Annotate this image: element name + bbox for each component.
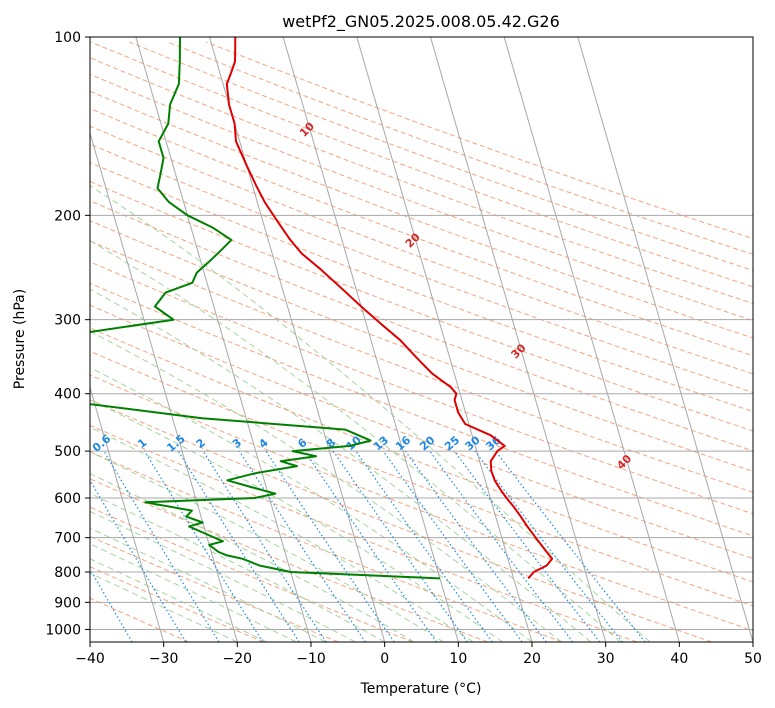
dry-adiabat-line [90, 374, 753, 632]
moist-adiabat-line [90, 527, 326, 642]
dry-adiabat-line [90, 261, 753, 515]
temperature-line [225, 37, 554, 580]
moist-adiabat-line [90, 473, 415, 642]
plot-frame [89, 36, 754, 643]
x-tick-label: −40 [75, 651, 105, 667]
isotherm-line [90, 131, 238, 642]
chart-title: wetPf2_GN05.2025.008.05.42.G26 [282, 12, 560, 32]
dry-adiabat-line [90, 451, 563, 642]
isotherm-line [90, 385, 165, 642]
x-tick-label: −20 [223, 651, 253, 667]
dry-adiabat-line [90, 57, 753, 305]
profile-series [90, 37, 554, 580]
dry-adiabat-line [90, 424, 638, 642]
dewpoint-line [90, 37, 440, 580]
moist-adiabat-line [90, 398, 503, 642]
mixing-ratio-line [429, 450, 574, 642]
y-tick-label: 200 [54, 208, 81, 224]
moist-adiabat-line [90, 240, 621, 642]
isotherm-line [209, 37, 386, 642]
dry-adiabat-line [90, 240, 753, 493]
y-tick-label: 900 [54, 595, 81, 611]
y-axis-label: Pressure (hPa) [12, 289, 28, 389]
y-tick-label: 600 [54, 491, 81, 507]
moist-adiabat-line [90, 185, 651, 642]
mixing-ratio-lines [90, 450, 646, 642]
x-axis-label: Temperature (°C) [360, 681, 482, 697]
y-tick-label: 1000 [45, 622, 81, 638]
isobar-gridlines [90, 37, 753, 630]
moist-adiabat-line [90, 510, 356, 642]
mixing-ratio-line [103, 450, 220, 642]
moist-adiabats [90, 185, 651, 642]
isotherm-line [577, 37, 753, 642]
mixing-ratio-line [404, 450, 547, 642]
x-tick-label: 0 [380, 651, 389, 667]
y-tick-label: 400 [54, 387, 81, 403]
x-tick-label: 30 [597, 651, 615, 667]
mixing-ratio-line [382, 450, 523, 642]
mixing-ratio-line [265, 450, 395, 642]
dry-adiabat-line [90, 200, 753, 452]
moist-adiabat-line [90, 367, 533, 642]
y-tick-label: 800 [54, 565, 81, 581]
y-tick-label: 500 [54, 444, 81, 460]
dry-adiabat-line [90, 478, 488, 642]
isotherm-line [282, 37, 459, 642]
mixing-ratio-line [177, 450, 300, 642]
x-axis-ticks: −40 −30 −20 −10 0 10 20 30 40 50 [75, 642, 762, 667]
isotherm-line [503, 37, 680, 642]
isotherm-line [135, 37, 312, 642]
dry-adiabat-line [90, 399, 712, 642]
x-tick-label: 20 [523, 651, 541, 667]
mixing-ratio-line [143, 450, 264, 642]
dry-adiabat-line [90, 350, 753, 607]
mixing-ratio-line [355, 450, 493, 642]
y-tick-label: 700 [54, 531, 81, 547]
mixing-ratio-line [202, 450, 327, 642]
y-axis-ticks: 100 200 300 400 500 600 700 800 900 1000 [45, 30, 90, 638]
dry-adiabat-line [90, 282, 753, 537]
isotherm-line [356, 37, 533, 642]
x-tick-label: −30 [149, 651, 179, 667]
isotherm-gridlines [90, 37, 753, 642]
x-tick-label: 10 [449, 651, 467, 667]
x-tick-label: −10 [296, 651, 326, 667]
mixing-ratio-line [304, 450, 437, 642]
x-tick-label: 40 [670, 651, 688, 667]
x-tick-label: 50 [744, 651, 762, 667]
dry-adiabat-line [90, 73, 753, 322]
dry-adiabat-line [90, 506, 414, 642]
y-tick-label: 300 [54, 313, 81, 329]
mixing-ratio-line [332, 450, 468, 642]
moist-adiabat-line [90, 330, 562, 642]
moist-adiabat-line [90, 451, 444, 642]
dry-adiabat-line [90, 220, 753, 472]
dry-adiabats [90, 41, 753, 642]
y-tick-label: 100 [54, 30, 81, 46]
isotherm-line [430, 37, 607, 642]
dry-adiabat-line [90, 41, 753, 288]
dry-adiabat-line [90, 566, 264, 642]
